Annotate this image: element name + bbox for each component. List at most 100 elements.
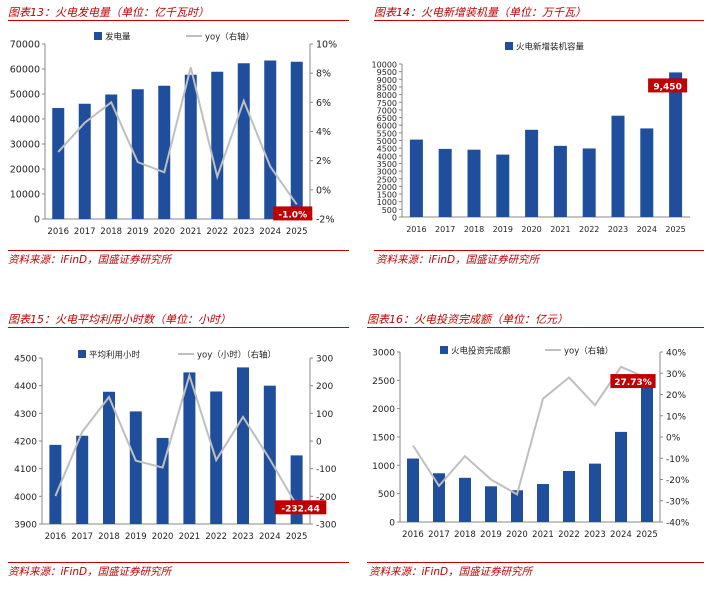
right-tick-label: -20% xyxy=(666,476,690,486)
value-annotation-label: 27.73% xyxy=(614,378,652,388)
left-tick-label: 7500 xyxy=(377,99,397,108)
legend-bar-swatch xyxy=(94,32,102,40)
x-tick-label: 2016 xyxy=(47,227,69,237)
chart-4: 0 500 1000 1500 2000 2500 3000 -40% -30% -20% -10%… xyxy=(355,330,711,562)
right-tick-label: 200 xyxy=(316,382,333,392)
chart-3-title: 图表15：火电平均利用小时数（单位：小时） xyxy=(8,313,231,326)
bar xyxy=(438,148,452,217)
left-tick-label: 0 xyxy=(34,215,40,226)
left-tick-label: 8000 xyxy=(377,91,397,100)
legend-bar-swatch xyxy=(78,350,86,358)
legend-bar-swatch xyxy=(440,346,448,354)
right-tick-label: 8% xyxy=(316,69,331,80)
bar xyxy=(263,385,276,524)
chart-3-source: 资料来源：iFinD，国盛证券研究所 xyxy=(8,566,172,578)
bar xyxy=(407,458,419,522)
x-tick-label: 2021 xyxy=(180,227,202,237)
x-tick-label: 2020 xyxy=(153,227,175,237)
bar xyxy=(433,473,445,522)
x-tick-label: 2025 xyxy=(636,530,658,540)
value-annotation-label: -232.44 xyxy=(281,504,319,514)
right-tick-label: 6% xyxy=(316,98,331,109)
value-annotation-badge xyxy=(610,374,656,389)
chart-2-source: 资料来源：iFinD，国盛证券研究所 xyxy=(376,254,540,266)
chart-4-title-rule xyxy=(367,327,704,328)
x-tick-label: 2018 xyxy=(454,530,476,540)
bar xyxy=(237,367,249,524)
left-tick-label: 20000 xyxy=(10,165,40,176)
left-tick-label: 1500 xyxy=(372,434,395,444)
x-tick-label: 2019 xyxy=(127,227,149,237)
chart-4-source: 资料来源：iFinD，国盛证券研究所 xyxy=(369,566,533,578)
x-tick-label: 2017 xyxy=(428,530,450,540)
chart-2: 0 500 1000 1500 2000 2500 3000 3500 4000 4500 5000… xyxy=(360,22,711,252)
chart-1-title: 图表13：火电发电量（单位：亿千瓦时） xyxy=(8,6,209,19)
legend-label: yoy（右轴） xyxy=(205,32,254,43)
x-tick-label: 2023 xyxy=(232,532,254,542)
chart-3-title-rule xyxy=(8,327,349,328)
yoy-line xyxy=(57,67,298,205)
bar xyxy=(589,463,601,522)
value-annotation-badge xyxy=(273,206,313,221)
x-tick-label: 2018 xyxy=(464,225,484,234)
left-tick-label: 4500 xyxy=(377,145,397,154)
legend-label: yoy（右轴） xyxy=(564,346,613,357)
bar xyxy=(525,129,539,217)
x-tick-label: 2018 xyxy=(100,227,122,237)
right-tick-label: 10% xyxy=(316,40,337,51)
x-tick-label: 2025 xyxy=(665,225,685,234)
left-tick-label: 2500 xyxy=(372,377,395,387)
bar xyxy=(158,85,171,219)
left-tick-label: 8500 xyxy=(377,83,397,92)
left-tick-label: 1000 xyxy=(377,198,397,207)
left-tick-label: 60000 xyxy=(10,65,40,76)
x-tick-label: 2022 xyxy=(205,532,227,542)
bar xyxy=(129,411,142,524)
bar xyxy=(467,149,481,217)
bar xyxy=(78,103,91,219)
x-tick-label: 2016 xyxy=(45,532,67,542)
left-tick-label: 0 xyxy=(392,214,397,223)
left-tick-label: 2500 xyxy=(377,175,397,184)
x-tick-label: 2024 xyxy=(259,227,281,237)
left-tick-label: 6500 xyxy=(377,114,397,123)
value-annotation-label: 9,450 xyxy=(653,82,681,92)
right-tick-label: -300 xyxy=(316,521,337,531)
bar xyxy=(511,490,523,522)
x-tick-label: 2017 xyxy=(74,227,96,237)
right-tick-label: 100 xyxy=(316,410,333,420)
value-annotation-badge xyxy=(648,78,688,93)
x-tick-label: 2023 xyxy=(584,530,606,540)
left-tick-label: 4300 xyxy=(14,410,37,420)
chart-2-title: 图表14：火电新增装机量（单位：万千瓦） xyxy=(374,6,586,19)
bar xyxy=(611,115,625,217)
right-tick-label: -200 xyxy=(316,493,337,503)
x-tick-label: 2022 xyxy=(206,227,228,237)
chart-4-svg: 0 500 1000 1500 2000 2500 3000 -40% -30% -20% -10%… xyxy=(372,346,690,541)
value-annotation-label: -1.0% xyxy=(278,210,307,220)
yoy-line xyxy=(412,365,648,496)
x-tick-label: 2025 xyxy=(286,227,308,237)
right-tick-label: 0% xyxy=(666,434,681,444)
legend-label: yoy（小时）（右轴） xyxy=(197,350,276,361)
yoy-line xyxy=(54,371,298,506)
left-tick-label: 2000 xyxy=(372,405,395,415)
bar xyxy=(264,60,277,219)
left-tick-label: 3500 xyxy=(377,160,397,169)
right-tick-label: 2% xyxy=(316,156,331,167)
x-tick-label: 2017 xyxy=(435,225,455,234)
bar xyxy=(184,74,197,219)
left-tick-label: 50000 xyxy=(10,90,40,101)
left-tick-label: 4500 xyxy=(14,355,37,365)
left-tick-label: 4000 xyxy=(377,152,397,161)
x-tick-label: 2016 xyxy=(406,225,426,234)
chart-2-source-rule xyxy=(374,250,704,251)
right-tick-label: 4% xyxy=(316,127,331,138)
bar xyxy=(76,435,89,524)
left-tick-label: 3000 xyxy=(372,349,395,359)
bar xyxy=(459,477,471,522)
right-tick-label: -100 xyxy=(316,465,337,475)
bar xyxy=(669,72,683,217)
right-tick-label: 0 xyxy=(316,438,322,448)
x-tick-label: 2019 xyxy=(480,530,502,540)
